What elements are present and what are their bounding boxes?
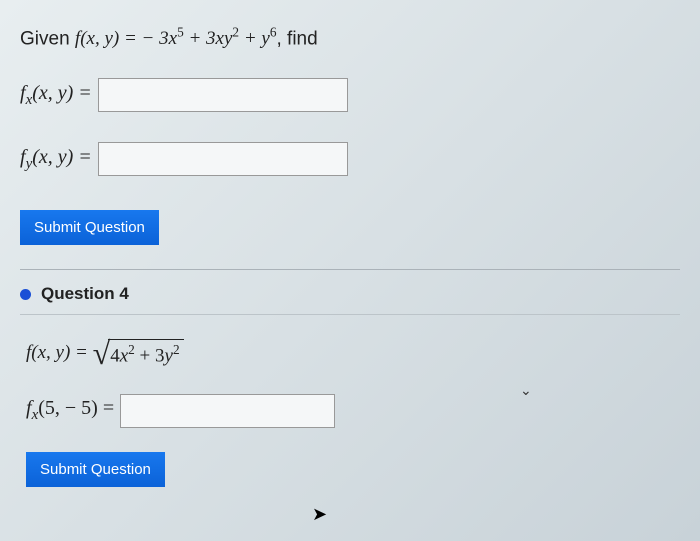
sqrt-x: x: [120, 346, 128, 367]
sqrt-exp2: 2: [173, 342, 180, 357]
q4-func-lhs: f(x, y) =: [26, 343, 93, 364]
fx-input-row: fx(x, y) =: [20, 78, 680, 112]
var-xy: xy: [216, 28, 233, 49]
sqrt-icon: √: [93, 341, 111, 365]
sqrt-plus: + 3: [135, 346, 165, 367]
neg3: − 3: [142, 28, 169, 49]
var-y: y: [261, 28, 269, 49]
function-definition: f(x, y) = − 3x5 + 3xy2 + y6: [75, 28, 277, 49]
problem-statement: Given f(x, y) = − 3x5 + 3xy2 + y6, find: [20, 25, 680, 50]
var-x: x: [169, 28, 177, 49]
question-4-subdivider: [20, 314, 680, 315]
exp-6: 6: [270, 25, 277, 40]
q4-fx-answer-input[interactable]: [120, 394, 335, 428]
q4-statement: f(x, y) = √ 4x2 + 3y2: [20, 339, 680, 367]
question-4-title: Question 4: [41, 284, 129, 304]
cursor-icon: ➤: [312, 504, 327, 525]
question-4-header: Question 4: [20, 284, 680, 304]
submit-button-q3[interactable]: Submit Question: [20, 210, 159, 245]
question-divider: [20, 269, 680, 270]
func-lhs: f(x, y) =: [75, 28, 142, 49]
fy-args: (x, y) =: [32, 146, 92, 168]
q4-fx-input-row: fx(5, − 5) =: [20, 394, 680, 428]
submit-button-q4[interactable]: Submit Question: [26, 452, 165, 487]
plus-3: + 3: [184, 28, 216, 49]
fy-input-row: fy(x, y) =: [20, 142, 680, 176]
fx-label: fx(x, y) =: [20, 82, 92, 109]
sqrt-4: 4: [110, 346, 120, 367]
bullet-icon: [20, 289, 31, 300]
q4-fx-label: fx(5, − 5) =: [26, 397, 114, 424]
fy-label: fy(x, y) =: [20, 146, 92, 173]
statement-suffix: , find: [277, 28, 318, 49]
q4-fx-args: (5, − 5) =: [38, 397, 114, 419]
question-4-block: f(x, y) = √ 4x2 + 3y2 fx(5, − 5) = Submi…: [20, 339, 680, 486]
fx-args: (x, y) =: [32, 82, 92, 104]
sqrt-expression: √ 4x2 + 3y2: [93, 339, 184, 367]
question-3-block: Given f(x, y) = − 3x5 + 3xy2 + y6, find …: [20, 25, 680, 245]
fy-answer-input[interactable]: [98, 142, 348, 176]
fx-answer-input[interactable]: [98, 78, 348, 112]
sqrt-y: y: [165, 346, 173, 367]
sqrt-content: 4x2 + 3y2: [108, 339, 183, 367]
plus: +: [239, 28, 261, 49]
sqrt-exp1: 2: [128, 342, 135, 357]
statement-prefix: Given: [20, 28, 75, 49]
exp-5: 5: [177, 25, 184, 40]
